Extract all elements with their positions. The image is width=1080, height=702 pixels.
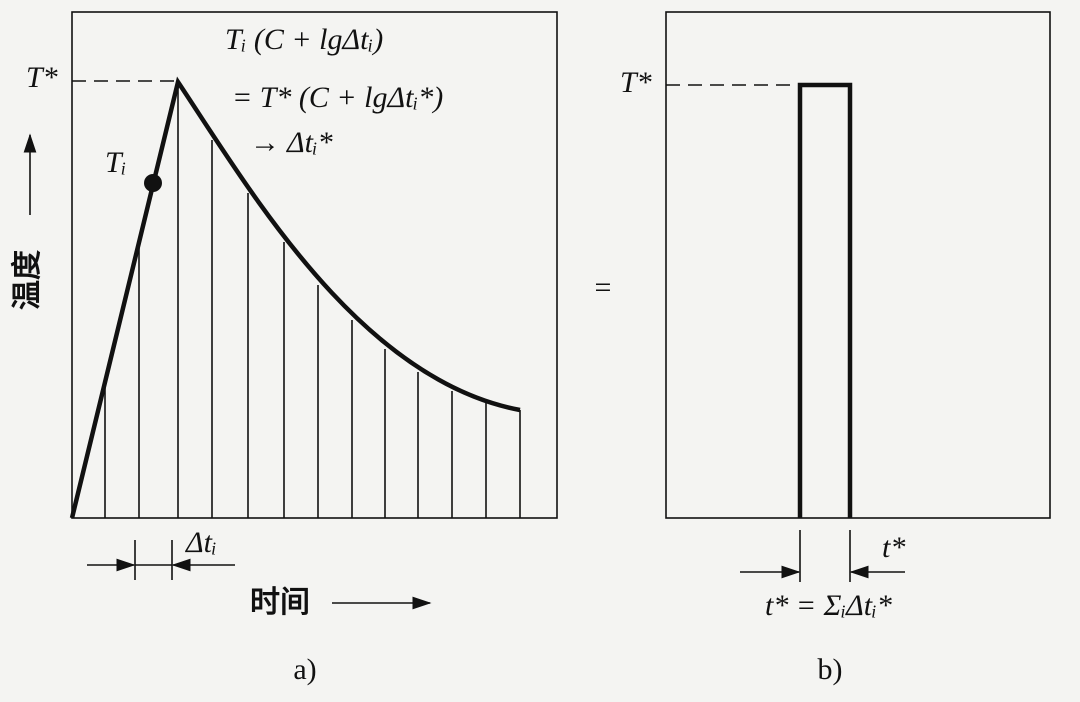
point <box>144 174 162 192</box>
formula: Tᵢ (C + lgΔtᵢ) <box>225 23 383 56</box>
formula: = T* (C + lgΔtᵢ*) <box>232 81 443 114</box>
interval-lines <box>104 82 521 518</box>
interval-label: Δtᵢ <box>185 526 217 559</box>
peak-label: T* <box>26 61 58 94</box>
y-axis-label: 温度 <box>11 250 44 310</box>
formula: → Δtᵢ* <box>250 126 333 159</box>
peak-label: T* <box>620 66 652 99</box>
formula: t* = ΣᵢΔtᵢ* <box>765 589 892 622</box>
equals: = <box>595 271 612 304</box>
caption: a) <box>293 653 316 686</box>
panel-b-frame <box>665 11 1051 519</box>
point-label: Tᵢ <box>105 146 126 179</box>
panel-a-frame <box>71 11 558 519</box>
temperature-curve <box>69 76 521 519</box>
width-label: t* <box>882 531 905 564</box>
equivalent-pulse <box>797 82 853 518</box>
x-axis-label: 时间 <box>250 586 310 619</box>
caption: b) <box>818 653 843 686</box>
